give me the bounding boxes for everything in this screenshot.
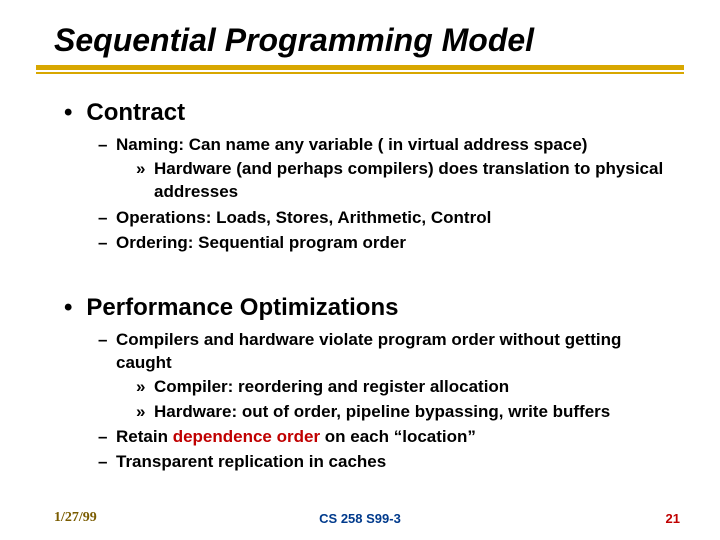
sublist-item-text: Hardware: out of order, pipeline bypassi… — [154, 402, 610, 421]
sublist-item-text: Compiler: reordering and register alloca… — [154, 377, 509, 396]
bullet-icon: • — [64, 101, 72, 125]
list-item: Compilers and hardware violate program o… — [98, 328, 670, 426]
footer-date: 1/27/99 — [54, 510, 97, 526]
section-heading: Performance Optimizations — [86, 294, 398, 322]
slide-content: • Contract Naming: Can name any variable… — [0, 75, 720, 475]
sublist-item: Hardware (and perhaps compilers) does tr… — [136, 157, 670, 205]
section-head-perf: • Performance Optimizations — [64, 294, 670, 322]
bullet-icon: • — [64, 296, 72, 320]
underline-thin — [36, 72, 684, 74]
list-item-text: Ordering: Sequential program order — [116, 233, 406, 252]
list-item-text-pre: Retain — [116, 427, 173, 446]
section-list-perf: Compilers and hardware violate program o… — [64, 328, 670, 476]
list-item-text-accent: dependence order — [173, 427, 320, 446]
list-item: Retain dependence order on each “locatio… — [98, 425, 670, 450]
sublist-item: Compiler: reordering and register alloca… — [136, 375, 670, 400]
sublist: Compiler: reordering and register alloca… — [116, 375, 670, 425]
slide: Sequential Programming Model • Contract … — [0, 0, 720, 540]
slide-title: Sequential Programming Model — [0, 0, 720, 65]
section-list-contract: Naming: Can name any variable ( in virtu… — [64, 133, 670, 256]
list-item: Transparent replication in caches — [98, 450, 670, 475]
list-item: Operations: Loads, Stores, Arithmetic, C… — [98, 206, 670, 231]
list-item-text: Naming: Can name any variable ( in virtu… — [116, 135, 587, 154]
sublist: Hardware (and perhaps compilers) does tr… — [116, 157, 670, 205]
list-item-text: Compilers and hardware violate program o… — [116, 330, 621, 372]
title-underline — [36, 65, 684, 75]
section-head-contract: • Contract — [64, 99, 670, 127]
footer-center: CS 258 S99-3 — [0, 511, 720, 526]
sublist-item-text: Hardware (and perhaps compilers) does tr… — [154, 159, 663, 201]
section-heading: Contract — [86, 99, 185, 127]
footer-page-number: 21 — [666, 511, 680, 526]
list-item: Naming: Can name any variable ( in virtu… — [98, 133, 670, 206]
list-item-text-post: on each “location” — [320, 427, 476, 446]
underline-thick — [36, 65, 684, 70]
section-gap — [64, 256, 670, 284]
list-item-text: Operations: Loads, Stores, Arithmetic, C… — [116, 208, 491, 227]
sublist-item: Hardware: out of order, pipeline bypassi… — [136, 400, 670, 425]
list-item-text: Transparent replication in caches — [116, 452, 386, 471]
slide-footer: 1/27/99 CS 258 S99-3 21 — [0, 510, 720, 526]
list-item: Ordering: Sequential program order — [98, 231, 670, 256]
